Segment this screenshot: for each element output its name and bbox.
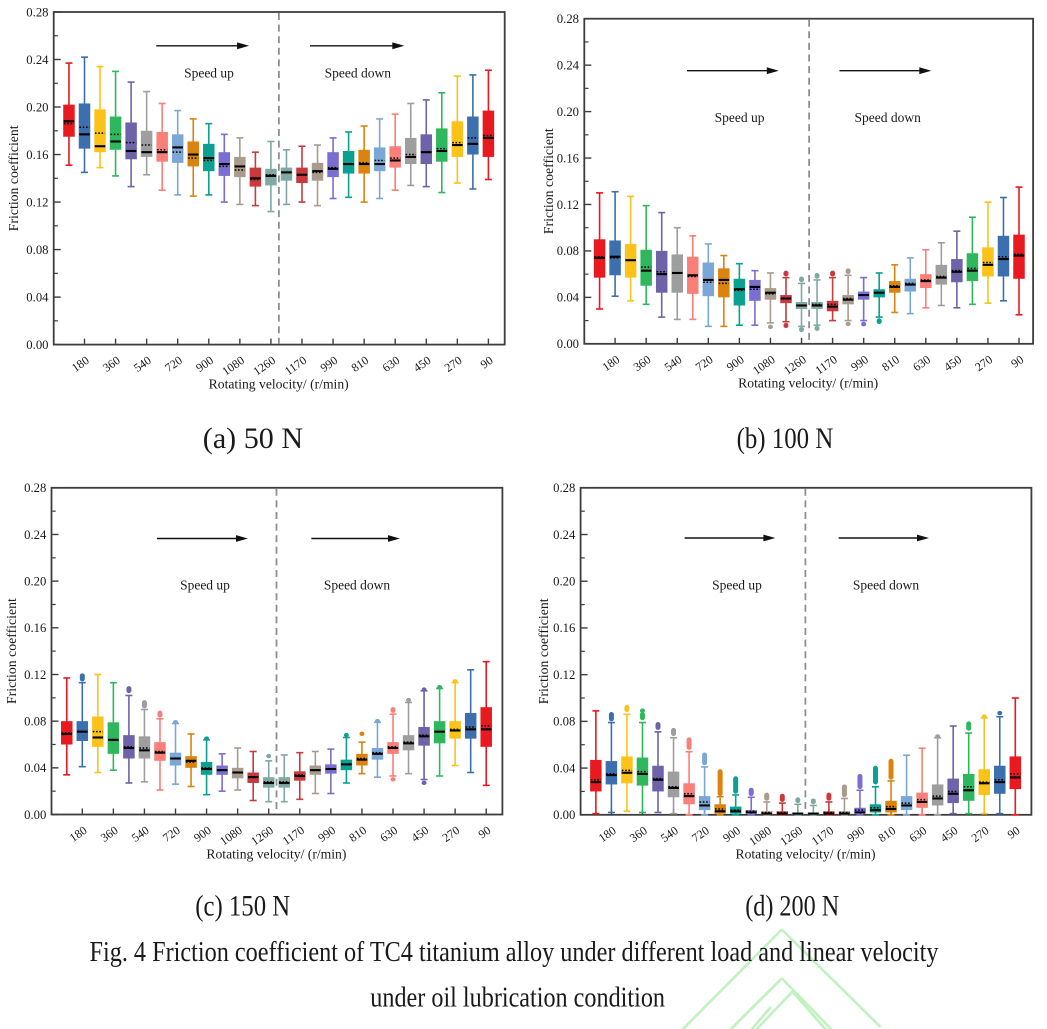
svg-text:Fig. 4 Friction coefficient of: Fig. 4 Friction coefficient of TC4 titan… bbox=[90, 936, 939, 968]
svg-text:Speed down: Speed down bbox=[325, 66, 392, 81]
svg-text:0.12: 0.12 bbox=[553, 668, 575, 682]
svg-text:0.24: 0.24 bbox=[26, 53, 49, 67]
svg-text:Friction coefficient: Friction coefficient bbox=[541, 128, 556, 234]
svg-text:0.04: 0.04 bbox=[553, 761, 576, 775]
svg-text:0.08: 0.08 bbox=[557, 244, 579, 258]
svg-text:(a) 50 N: (a) 50 N bbox=[203, 422, 303, 455]
svg-text:0.24: 0.24 bbox=[553, 528, 576, 542]
svg-text:0.20: 0.20 bbox=[24, 574, 46, 588]
svg-text:0.28: 0.28 bbox=[24, 481, 46, 495]
svg-text:(d) 200 N: (d) 200 N bbox=[745, 890, 839, 923]
svg-text:0.08: 0.08 bbox=[24, 715, 46, 729]
svg-text:Speed down: Speed down bbox=[324, 578, 391, 593]
svg-text:0.04: 0.04 bbox=[24, 761, 47, 775]
svg-text:Speed up: Speed up bbox=[715, 110, 765, 125]
svg-text:0.28: 0.28 bbox=[553, 481, 575, 495]
svg-text:Speed down: Speed down bbox=[853, 578, 920, 593]
svg-text:0.16: 0.16 bbox=[26, 148, 48, 162]
svg-text:0.24: 0.24 bbox=[557, 58, 580, 72]
svg-text:0.12: 0.12 bbox=[24, 668, 46, 682]
svg-text:Friction coefficient: Friction coefficient bbox=[4, 598, 19, 704]
svg-text:0.16: 0.16 bbox=[24, 621, 46, 635]
svg-text:0.12: 0.12 bbox=[26, 195, 48, 209]
svg-text:0.24: 0.24 bbox=[24, 528, 47, 542]
svg-text:Rotating velocity/ (r/min): Rotating velocity/ (r/min) bbox=[206, 846, 346, 861]
svg-text:Speed down: Speed down bbox=[855, 110, 922, 125]
svg-text:0.12: 0.12 bbox=[557, 198, 579, 212]
svg-text:0.04: 0.04 bbox=[557, 291, 580, 305]
svg-text:0.28: 0.28 bbox=[557, 12, 579, 26]
svg-text:(b) 100 N: (b) 100 N bbox=[737, 422, 834, 455]
svg-text:0.20: 0.20 bbox=[553, 575, 575, 589]
svg-text:0.00: 0.00 bbox=[553, 808, 575, 822]
svg-text:0.20: 0.20 bbox=[26, 100, 48, 114]
svg-text:0.00: 0.00 bbox=[26, 338, 48, 352]
svg-text:(c) 150 N: (c) 150 N bbox=[195, 890, 290, 923]
svg-text:0.04: 0.04 bbox=[26, 290, 49, 304]
svg-text:Rotating velocity/ (r/min): Rotating velocity/ (r/min) bbox=[738, 376, 878, 391]
svg-text:Speed up: Speed up bbox=[712, 578, 762, 593]
svg-text:0.00: 0.00 bbox=[24, 808, 46, 822]
svg-text:Rotating velocity/ (r/min): Rotating velocity/ (r/min) bbox=[209, 376, 349, 391]
svg-text:0.08: 0.08 bbox=[26, 243, 48, 257]
svg-text:0.16: 0.16 bbox=[557, 151, 579, 165]
svg-text:under oil lubrication conditio: under oil lubrication condition bbox=[370, 982, 665, 1014]
svg-text:Speed up: Speed up bbox=[180, 578, 230, 593]
svg-text:0.20: 0.20 bbox=[557, 105, 579, 119]
svg-text:0.28: 0.28 bbox=[26, 5, 48, 19]
svg-text:Friction coefficient: Friction coefficient bbox=[6, 125, 21, 231]
svg-text:Speed up: Speed up bbox=[184, 66, 234, 81]
svg-text:Rotating velocity/ (r/min): Rotating velocity/ (r/min) bbox=[736, 847, 876, 862]
svg-text:0.16: 0.16 bbox=[553, 621, 575, 635]
svg-text:0.00: 0.00 bbox=[557, 337, 579, 351]
svg-text:0.08: 0.08 bbox=[553, 715, 575, 729]
svg-text:Friction coefficient: Friction coefficient bbox=[536, 598, 551, 704]
